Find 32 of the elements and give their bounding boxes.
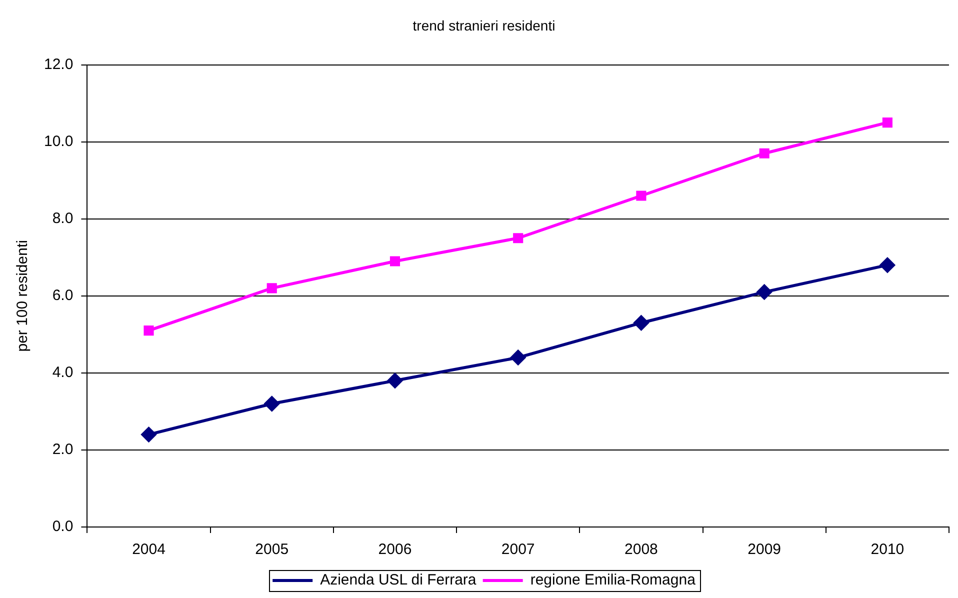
x-tick-label: 2006 <box>378 541 412 558</box>
y-tick-label: 6.0 <box>52 287 74 304</box>
y-tick-label: 2.0 <box>52 441 74 458</box>
legend-label: regione Emilia-Romagna <box>530 572 696 589</box>
x-tick-label: 2010 <box>870 541 904 558</box>
y-tick-label: 8.0 <box>52 210 74 228</box>
legend-label: Azienda USL di Ferrara <box>320 572 477 589</box>
y-tick-label: 12.0 <box>44 56 74 73</box>
point <box>880 258 895 273</box>
x-tick-label: 2007 <box>501 541 535 558</box>
x-tick-label: 2005 <box>255 541 289 558</box>
point <box>141 427 156 442</box>
y-tick-label: 4.0 <box>52 364 74 382</box>
point <box>390 256 400 266</box>
y-axis-title: per 100 residenti <box>14 240 32 352</box>
point <box>759 148 770 158</box>
point <box>513 233 524 244</box>
point <box>264 396 280 412</box>
y-tick-label: 10.0 <box>44 132 74 150</box>
x-tick-label: 2008 <box>624 541 658 558</box>
point <box>882 118 892 128</box>
point <box>387 373 402 388</box>
y-tick-label: 0.0 <box>52 518 74 536</box>
chart-title: trend stranieri residenti <box>412 17 556 34</box>
x-tick-label: 2009 <box>748 541 782 558</box>
x-tick-label: 2004 <box>132 541 166 558</box>
point <box>756 284 772 300</box>
point <box>144 326 154 336</box>
point <box>266 283 277 294</box>
point <box>510 350 526 366</box>
point <box>636 190 646 201</box>
point <box>634 315 649 330</box>
